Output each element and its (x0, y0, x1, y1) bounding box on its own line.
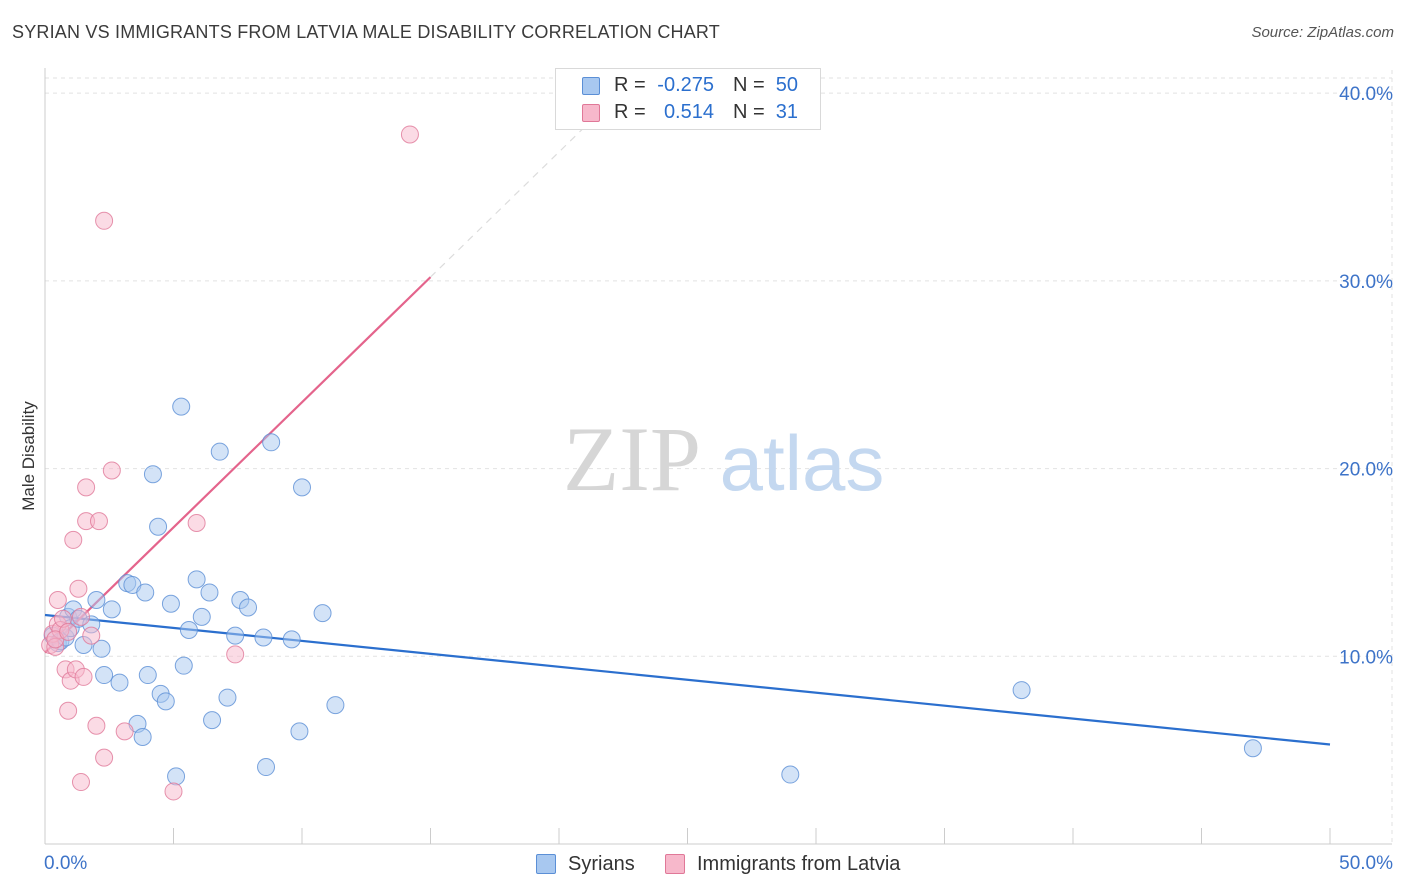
latvia-point (71, 773, 90, 792)
syrians-point (210, 442, 229, 461)
tick-labels: 10.0% 20.0% 30.0% 40.0% 0.0% 50.0% (44, 84, 1393, 874)
r-label: R = (614, 74, 646, 96)
latvia-trend-line (44, 276, 432, 654)
syrians-point (203, 711, 222, 730)
y-axis-label: Male Disability (19, 401, 38, 511)
y-tick-label: 30.0% (1339, 272, 1393, 293)
watermark-zip: ZIP (563, 408, 701, 510)
latvia-point (89, 512, 108, 531)
stats-legend: R = -0.275 N = 50 R = 0.514 N = 31 (555, 68, 821, 130)
latvia-point (77, 478, 96, 497)
syrians-point (200, 583, 219, 602)
latvia-point (59, 622, 78, 641)
syrians-point (87, 590, 106, 609)
x-tick-label-max: 50.0% (1339, 853, 1393, 874)
syrians-point (161, 594, 180, 613)
syrians-point (239, 598, 258, 617)
latvia-point (64, 530, 83, 549)
latvia-point (95, 748, 114, 767)
x-tick-label-min: 0.0% (44, 853, 87, 874)
syrians-point (254, 628, 273, 647)
syrians-point (313, 604, 332, 623)
n-label: N = (733, 101, 765, 123)
latvia-point (87, 716, 106, 735)
syrians-point (92, 639, 111, 658)
latvia-point (187, 514, 206, 533)
syrians-point (174, 656, 193, 675)
syrians-point (1012, 681, 1031, 700)
syrians-point (226, 626, 245, 645)
stats-legend-row-latvia: R = 0.514 N = 31 (556, 100, 820, 126)
syrians-point (172, 397, 191, 416)
data-points (41, 125, 1262, 801)
syrians-point (262, 433, 281, 452)
syrians-point (138, 666, 157, 685)
syrians-point (781, 765, 800, 784)
latvia-point (115, 722, 134, 741)
syrians-point (282, 630, 301, 649)
n-value: 50 (775, 74, 798, 96)
syrians-legend-swatch (536, 854, 556, 874)
syrians-point (257, 758, 276, 777)
n-label: N = (733, 74, 765, 96)
n-value: 31 (775, 101, 798, 123)
latvia-point (59, 701, 78, 720)
r-value: 0.514 (663, 101, 714, 123)
y-tick-label: 10.0% (1339, 647, 1393, 668)
syrians-point (110, 673, 129, 692)
syrians-point (143, 465, 162, 484)
latvia-point (164, 782, 183, 801)
syrians-point (218, 688, 237, 707)
latvia-point (74, 667, 93, 686)
latvia-legend-swatch (665, 854, 685, 874)
syrians-point (192, 607, 211, 626)
r-value: -0.275 (657, 74, 714, 96)
watermark-atlas: atlas (720, 419, 885, 507)
syrians-point (149, 517, 168, 536)
watermark: ZIP atlas (563, 408, 884, 510)
syrians-point (1243, 739, 1262, 758)
syrians-point (293, 478, 311, 497)
chart-source: Source: ZipAtlas.com (1251, 24, 1394, 41)
latvia-trend-extension (430, 126, 586, 278)
y-tick-label: 20.0% (1339, 460, 1393, 481)
syrians-point (179, 621, 198, 640)
latvia-point (102, 461, 121, 480)
syrians-point (156, 692, 175, 711)
stats-legend-row-syrians: R = -0.275 N = 50 (556, 73, 820, 99)
latvia-point (71, 607, 90, 626)
y-tick-label: 40.0% (1339, 84, 1393, 105)
latvia-swatch (582, 104, 600, 122)
syrians-point (187, 570, 206, 589)
syrians-swatch (582, 77, 600, 95)
syrians-point (136, 583, 155, 602)
syrians-point (290, 722, 309, 741)
latvia-point (82, 626, 101, 645)
latvia-point (400, 125, 419, 144)
latvia-point (48, 590, 67, 609)
grid-lines (45, 70, 1393, 844)
latvia-point (69, 579, 88, 598)
chart-title: SYRIAN VS IMMIGRANTS FROM LATVIA MALE DI… (12, 22, 720, 42)
syrians-point (95, 666, 114, 685)
axes (44, 68, 1392, 845)
syrians-legend-label: Syrians (568, 853, 635, 875)
syrians-point (326, 696, 345, 715)
syrians-point (167, 767, 186, 786)
latvia-legend-label: Immigrants from Latvia (697, 853, 901, 875)
r-label: R = (614, 101, 646, 123)
syrians-point (133, 728, 152, 747)
syrians-point (102, 600, 121, 619)
latvia-point (226, 645, 245, 664)
latvia-point (95, 211, 114, 230)
